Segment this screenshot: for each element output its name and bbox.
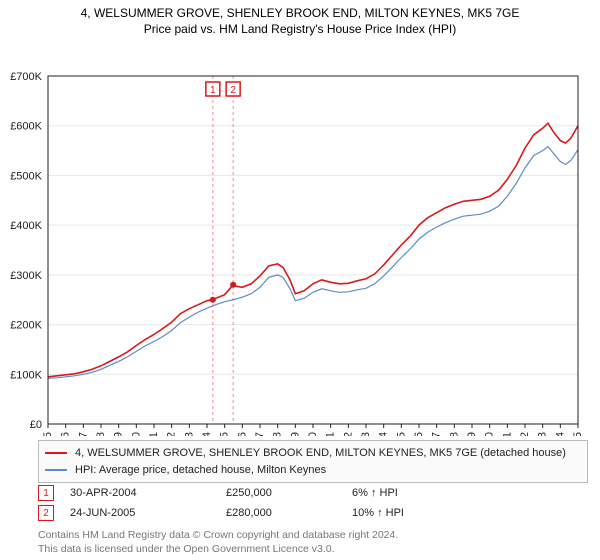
y-tick-label: £200K bbox=[10, 320, 42, 332]
y-tick-label: £500K bbox=[10, 170, 42, 182]
x-tick-label: 2010 bbox=[307, 432, 319, 436]
legend-label-property: 4, WELSUMMER GROVE, SHENLEY BROOK END, M… bbox=[75, 445, 566, 462]
y-tick-label: £300K bbox=[10, 270, 42, 282]
x-tick-label: 2017 bbox=[431, 432, 443, 436]
y-tick-label: £100K bbox=[10, 369, 42, 381]
sale-date: 30-APR-2004 bbox=[70, 487, 210, 499]
sale-price: £280,000 bbox=[226, 507, 336, 519]
x-tick-label: 2011 bbox=[325, 432, 337, 436]
x-tick-label: 2021 bbox=[501, 432, 513, 436]
legend-swatch-red bbox=[45, 452, 67, 454]
x-tick-label: 2019 bbox=[466, 432, 478, 436]
attribution-line2: This data is licensed under the Open Gov… bbox=[38, 542, 574, 556]
sale-price: £250,000 bbox=[226, 487, 336, 499]
x-tick-label: 2024 bbox=[554, 432, 566, 436]
chart-svg: £0 £100K £200K £300K £400K £500K £600K £700K 199… bbox=[0, 36, 600, 436]
y-tick-label: £600K bbox=[10, 121, 42, 133]
x-tick-label: 2014 bbox=[378, 432, 390, 436]
x-tick-label: 1997 bbox=[77, 432, 89, 436]
x-tick-label: 2023 bbox=[537, 432, 549, 436]
x-tick-label: 2007 bbox=[254, 432, 266, 436]
x-tick-label: 2002 bbox=[166, 432, 178, 436]
x-tick-label: 2016 bbox=[413, 432, 425, 436]
chart-title-sub: Price paid vs. HM Land Registry's House … bbox=[0, 22, 600, 36]
x-tick-label: 2000 bbox=[130, 432, 142, 436]
sale-row: 2 24-JUN-2005 £280,000 10% ↑ HPI bbox=[38, 505, 574, 521]
y-tick-label: £700K bbox=[10, 71, 42, 83]
y-tick-label: £400K bbox=[10, 220, 42, 232]
x-tick-label: 2003 bbox=[183, 432, 195, 436]
x-tick-label: 2008 bbox=[272, 432, 284, 436]
sale-date: 24-JUN-2005 bbox=[70, 507, 210, 519]
sale-delta: 10% ↑ HPI bbox=[352, 507, 404, 519]
x-tick-label: 2018 bbox=[448, 432, 460, 436]
x-tick-label: 2009 bbox=[289, 432, 301, 436]
y-tick-label: £0 bbox=[30, 419, 42, 431]
plot-area bbox=[48, 76, 578, 424]
sale-delta: 6% ↑ HPI bbox=[352, 487, 398, 499]
x-tick-label: 2006 bbox=[236, 432, 248, 436]
x-tick-label: 1995 bbox=[42, 432, 54, 436]
x-tick-label: 2005 bbox=[219, 432, 231, 436]
x-tick-label: 2020 bbox=[484, 432, 496, 436]
x-tick-label: 2001 bbox=[148, 432, 160, 436]
sale-marker-number: 2 bbox=[230, 85, 236, 96]
legend-row-hpi: HPI: Average price, detached house, Milt… bbox=[45, 462, 581, 479]
x-tick-label: 2022 bbox=[519, 432, 531, 436]
x-tick-label: 2004 bbox=[201, 432, 213, 436]
attribution-line1: Contains HM Land Registry data © Crown c… bbox=[38, 528, 574, 542]
legend-swatch-blue bbox=[45, 469, 67, 471]
chart-title-address: 4, WELSUMMER GROVE, SHENLEY BROOK END, M… bbox=[0, 6, 600, 20]
sale-marker-badge: 1 bbox=[38, 485, 54, 501]
legend: 4, WELSUMMER GROVE, SHENLEY BROOK END, M… bbox=[38, 440, 588, 483]
x-tick-label: 1998 bbox=[95, 432, 107, 436]
price-chart: £0 £100K £200K £300K £400K £500K £600K £700K 199… bbox=[0, 36, 600, 436]
x-tick-label: 2015 bbox=[395, 432, 407, 436]
sale-marker-badge: 2 bbox=[38, 505, 54, 521]
sale-row: 1 30-APR-2004 £250,000 6% ↑ HPI bbox=[38, 485, 574, 501]
x-tick-label: 1996 bbox=[60, 432, 72, 436]
x-tick-label: 2013 bbox=[360, 432, 372, 436]
x-tick-label: 2012 bbox=[342, 432, 354, 436]
attribution: Contains HM Land Registry data © Crown c… bbox=[38, 528, 574, 556]
x-tick-label: 2025 bbox=[572, 432, 584, 436]
legend-label-hpi: HPI: Average price, detached house, Milt… bbox=[75, 462, 326, 479]
sale-marker-number: 1 bbox=[210, 85, 216, 96]
x-tick-label: 1999 bbox=[113, 432, 125, 436]
legend-row-property: 4, WELSUMMER GROVE, SHENLEY BROOK END, M… bbox=[45, 445, 581, 462]
